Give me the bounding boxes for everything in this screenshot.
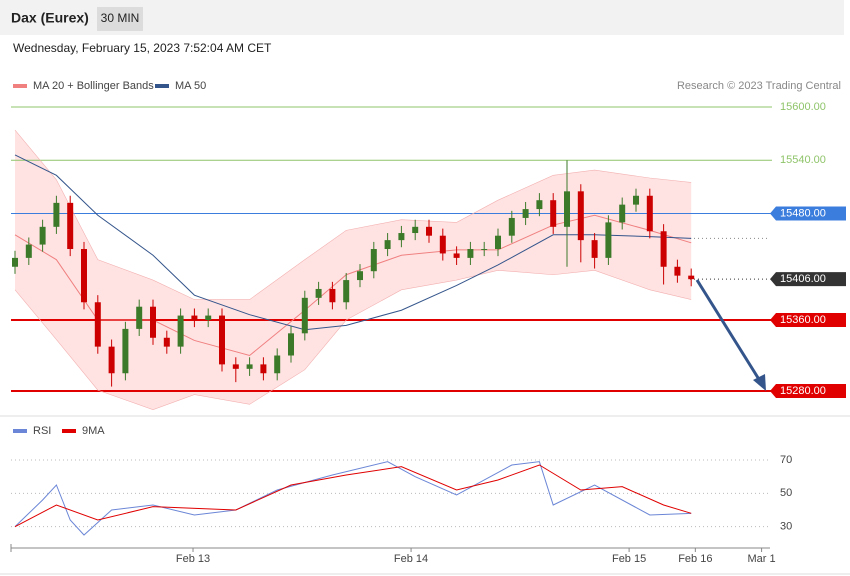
legend-swatch	[62, 429, 76, 433]
candle-body	[564, 191, 571, 227]
candle-body	[508, 217, 515, 236]
y-tick-label: 30	[780, 521, 792, 533]
candle-body	[315, 288, 322, 298]
candle-body	[329, 288, 336, 303]
candle-body	[163, 337, 170, 347]
y-tick-label: 15540.00	[780, 154, 826, 166]
interval-button[interactable]	[97, 7, 143, 31]
candle-body	[384, 240, 391, 250]
candle-body	[219, 315, 226, 365]
candle-body	[674, 266, 681, 276]
candle-body	[481, 249, 488, 251]
candle-body	[398, 233, 405, 241]
candle-body	[619, 204, 626, 223]
y-tick-box	[770, 313, 846, 328]
candle-body	[150, 306, 157, 338]
y-tick-label: 50	[780, 487, 792, 499]
y-tick-label: 15280.00	[780, 385, 826, 397]
candle-body	[467, 249, 474, 258]
candle-body	[94, 302, 101, 347]
x-tick-label: Feb 14	[394, 553, 428, 565]
timestamp: Wednesday, February 15, 2023 7:52:04 AM …	[13, 41, 272, 55]
candle-body	[53, 202, 60, 227]
bollinger-line	[14, 270, 692, 410]
legend-swatch	[13, 84, 27, 88]
x-tick-label: Feb 16	[678, 553, 712, 565]
y-tick-label: 15480.00	[780, 207, 826, 219]
legend-swatch	[13, 429, 27, 433]
bollinger-line	[14, 129, 692, 300]
y-tick-label: 15600.00	[780, 101, 826, 113]
legend-label: 9MA	[82, 425, 105, 437]
candle-body	[177, 315, 184, 347]
candle-body	[191, 315, 198, 321]
candle-body	[274, 355, 281, 374]
candle-body	[660, 231, 667, 267]
credit: Research © 2023 Trading Central	[677, 80, 841, 92]
rsi-line	[14, 464, 692, 528]
candle-body	[453, 253, 460, 258]
candle-body	[205, 315, 212, 321]
candle-body	[108, 346, 115, 374]
y-tick-label: 70	[780, 454, 792, 466]
candle-body	[591, 240, 598, 258]
candle-body	[81, 249, 88, 303]
bollinger-fill	[15, 130, 692, 410]
legend-label: RSI	[33, 425, 51, 437]
candle-body	[495, 235, 502, 250]
candle-body	[136, 306, 143, 329]
candle-body	[605, 222, 612, 258]
candle-body	[522, 209, 529, 218]
candle-body	[370, 249, 377, 272]
y-tick-label: 15360.00	[780, 314, 826, 326]
candle-body	[426, 226, 433, 236]
candle-body	[439, 235, 446, 254]
candle-body	[122, 328, 129, 374]
candle-body	[633, 195, 640, 205]
legend-label: MA 50	[175, 80, 206, 92]
legend-swatch	[155, 84, 169, 88]
candle-body	[577, 191, 584, 241]
x-tick-label: Mar 1	[748, 553, 776, 565]
interval-label[interactable]: 30 MIN	[101, 11, 140, 25]
candle-body	[412, 226, 419, 234]
candle-body	[246, 364, 253, 369]
y-tick-box	[770, 206, 846, 221]
forecast-arrow	[695, 279, 762, 382]
candle-body	[646, 195, 653, 232]
instrument-title: Dax (Eurex)	[11, 10, 89, 26]
candle-body	[260, 364, 267, 374]
y-tick-label: 15406.00	[780, 273, 826, 285]
x-tick-label: Feb 13	[176, 553, 210, 565]
candle-body	[12, 257, 19, 267]
candle-body	[67, 202, 74, 250]
x-tick-label: Feb 15	[612, 553, 646, 565]
candle-body	[688, 275, 695, 280]
candle-body	[288, 333, 295, 356]
candle-body	[550, 200, 557, 227]
legend-label: MA 20 + Bollinger Bands	[33, 80, 154, 92]
candle-body	[39, 226, 46, 245]
candle-body	[357, 271, 364, 281]
candle-body	[536, 200, 543, 210]
candle-body	[301, 297, 308, 334]
candle-body	[25, 244, 32, 258]
y-tick-box	[770, 272, 846, 287]
y-tick-box	[770, 384, 846, 399]
candle-body	[343, 280, 350, 303]
forecast-arrow-head	[753, 374, 766, 391]
candle-body	[232, 364, 239, 369]
